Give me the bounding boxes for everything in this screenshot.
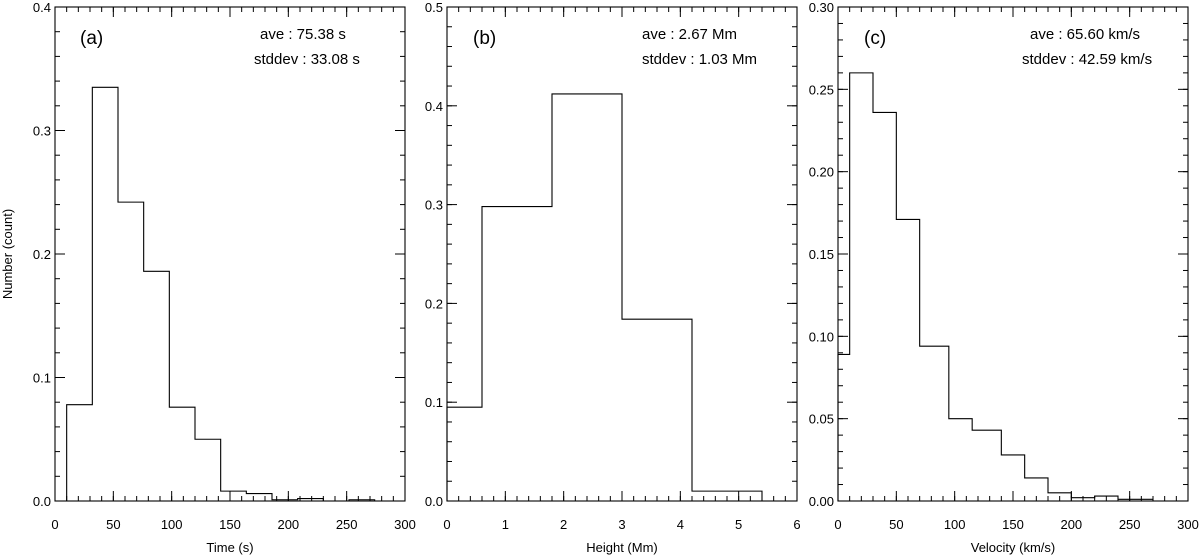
panel-a-x-tick-label: 200 <box>277 517 299 532</box>
panel-a-bar <box>92 87 118 501</box>
panel-a-bar <box>169 407 195 501</box>
panel-b-label: (b) <box>473 28 496 49</box>
panel-c-x-tick-label: 250 <box>1119 517 1141 532</box>
panel-a-bar <box>298 499 324 501</box>
panel-b-histogram-outline <box>446 93 763 501</box>
panel-b-y-tick-label: 0.5 <box>425 0 443 15</box>
panel-c-y-tick-label: 0.30 <box>809 0 834 15</box>
panel-a-x-tick-label: 0 <box>51 517 58 532</box>
panel-c-stddev: stddev : 42.59 km/s <box>1022 51 1152 68</box>
panel-a-bar <box>144 271 170 501</box>
panel-c-bar <box>1118 499 1153 501</box>
panel-a-bar <box>246 494 272 501</box>
panel-b-y-tick-label: 0.4 <box>425 99 443 114</box>
panel-b-bar <box>692 491 762 501</box>
panel-b-x-axis-label: Height (Mm) <box>586 540 658 555</box>
panel-a-bar <box>221 491 247 501</box>
panel-b-y-tick-label: 0.0 <box>425 494 443 509</box>
panel-c-bar <box>1048 493 1071 501</box>
panel-a-bar <box>272 500 298 501</box>
panel-a-y-tick-label: 0.0 <box>33 494 51 509</box>
panel-c-y-tick-label: 0.05 <box>809 412 834 427</box>
panel-c-bars <box>837 72 1154 501</box>
panel-c-ticks: 0 50 100 150 200 250 300 0.00 0.05 0.10 0.15 0.20 0.… <box>809 0 1199 532</box>
panel-c-bar <box>850 73 873 501</box>
panel-a-bars <box>66 86 376 502</box>
panel-c-bar <box>949 419 972 501</box>
panel-a-x-tick-label: 100 <box>161 517 183 532</box>
panel-b-y-tick-label: 0.3 <box>425 198 443 213</box>
panel-a-x-tick-label: 250 <box>336 517 358 532</box>
panel-a-bar <box>118 202 144 501</box>
panel-a-bar <box>195 439 221 501</box>
panel-a-bar <box>349 500 375 501</box>
panel-c-x-tick-label: 50 <box>889 517 903 532</box>
panel-a-y-tick-label: 0.2 <box>33 247 51 262</box>
panel-a-histogram-outline <box>66 86 376 502</box>
panel-c-bar <box>920 346 949 501</box>
panel-a-y-tick-label: 0.4 <box>33 0 51 15</box>
panel-c-x-tick-label: 0 <box>834 517 841 532</box>
panel-c-bar <box>896 219 919 501</box>
panel-b: (b) ave : 2.67 Mm stddev : 1.03 Mm Heigh… <box>425 0 801 555</box>
panel-b-bar <box>552 94 622 501</box>
panel-c-histogram-outline <box>837 72 1154 501</box>
panel-b-x-tick-label: 2 <box>560 517 567 532</box>
panel-c-y-tick-label: 0.20 <box>809 165 834 180</box>
panel-a-stddev: stddev : 33.08 s <box>254 51 360 68</box>
panel-b-x-tick-label: 4 <box>677 517 684 532</box>
panel-a-x-axis-label: Time (s) <box>206 540 253 555</box>
panel-a-label: (a) <box>80 28 103 49</box>
panel-b-x-tick-label: 1 <box>502 517 509 532</box>
panel-c-average: ave : 65.60 km/s <box>1030 26 1140 43</box>
panel-c-y-tick-label: 0.15 <box>809 247 834 262</box>
panel-a-y-tick-label: 0.1 <box>33 371 51 386</box>
panel-a-average: ave : 75.38 s <box>260 26 346 43</box>
panel-b-bar <box>482 207 552 501</box>
panel-b-average: ave : 2.67 Mm <box>642 26 737 43</box>
panel-b-x-tick-label: 3 <box>618 517 625 532</box>
panel-c-bar <box>972 430 1001 501</box>
panel-b-ticks: 0 1 2 3 4 5 6 0.0 0.1 0.2 0.3 0.4 0.5 <box>425 0 801 532</box>
panel-b-x-tick-label: 6 <box>793 517 800 532</box>
panel-a-x-tick-label: 50 <box>106 517 120 532</box>
panel-c-bar <box>1095 496 1118 501</box>
panel-a-bar <box>67 405 93 501</box>
panel-c-x-tick-label: 200 <box>1060 517 1082 532</box>
y-axis-label: Number (count) <box>0 209 15 299</box>
panel-c: (c) ave : 65.60 km/s stddev : 42.59 km/s… <box>809 0 1199 555</box>
panel-b-y-tick-label: 0.2 <box>425 296 443 311</box>
panel-c-x-tick-label: 300 <box>1177 517 1199 532</box>
panel-c-y-tick-label: 0.25 <box>809 82 834 97</box>
panel-a-x-tick-label: 150 <box>219 517 241 532</box>
panel-c-x-axis-label: Velocity (km/s) <box>971 540 1056 555</box>
panel-b-stddev: stddev : 1.03 Mm <box>642 51 757 68</box>
panel-c-y-tick-label: 0.00 <box>809 494 834 509</box>
panel-a: (a) ave : 75.38 s stddev : 33.08 s Time … <box>33 0 416 555</box>
panel-a-x-tick-label: 300 <box>394 517 416 532</box>
panel-c-y-tick-label: 0.10 <box>809 329 834 344</box>
panel-b-x-tick-label: 0 <box>443 517 450 532</box>
panel-c-bar <box>1025 478 1048 501</box>
panel-a-ticks: 0 50 100 150 200 250 300 0.0 0.1 0.2 0.3 0.4 <box>33 0 416 532</box>
panel-c-x-tick-label: 100 <box>944 517 966 532</box>
panel-c-bar <box>1071 498 1094 501</box>
panel-b-bars <box>446 93 763 501</box>
panel-b-y-tick-label: 0.1 <box>425 395 443 410</box>
panel-b-bar <box>447 407 482 501</box>
panel-c-x-tick-label: 150 <box>1002 517 1024 532</box>
panel-b-bar <box>622 319 692 501</box>
panel-c-bar <box>873 112 896 501</box>
panel-c-bar <box>838 354 850 501</box>
panel-c-bar <box>1001 455 1024 501</box>
panel-a-y-tick-label: 0.3 <box>33 124 51 139</box>
panel-c-label: (c) <box>864 28 886 49</box>
panel-b-x-tick-label: 5 <box>735 517 742 532</box>
